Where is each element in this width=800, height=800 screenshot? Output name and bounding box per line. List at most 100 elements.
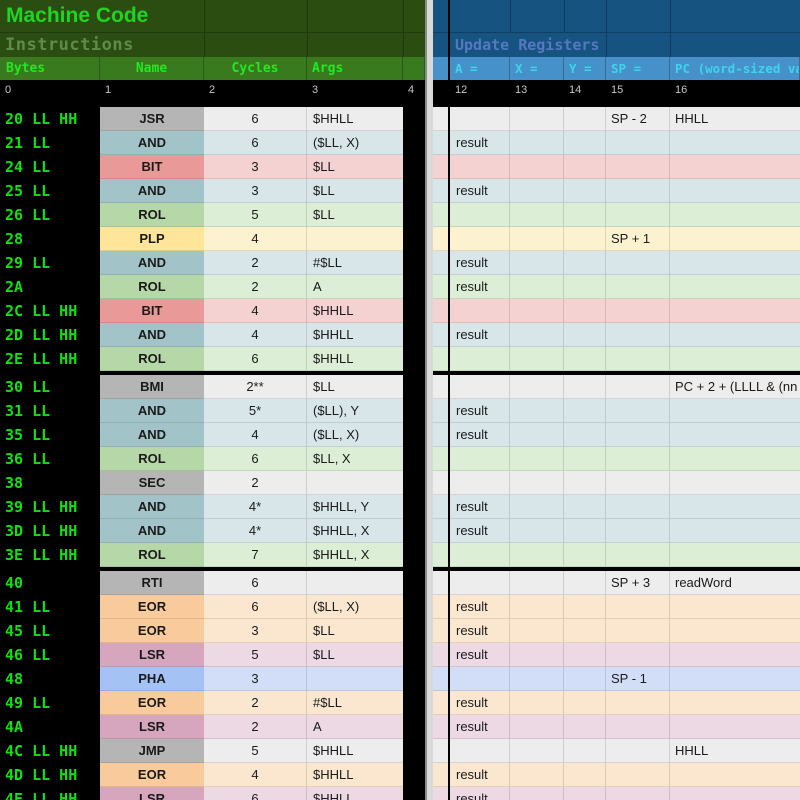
name-cell[interactable]: BIT	[100, 155, 204, 179]
x-register-cell[interactable]	[510, 739, 564, 763]
sp-register-cell[interactable]	[606, 763, 670, 787]
y-register-cell[interactable]	[564, 347, 606, 371]
a-register-cell[interactable]: result	[450, 619, 510, 643]
name-cell[interactable]: JSR	[100, 107, 204, 131]
y-register-cell[interactable]	[564, 399, 606, 423]
cycles-cell[interactable]: 6	[204, 131, 307, 155]
bytes-cell[interactable]: 26 LL	[0, 203, 100, 227]
args-cell[interactable]: ($LL, X)	[307, 595, 403, 619]
column-number[interactable]: 12	[455, 84, 468, 96]
y-register-cell[interactable]	[564, 423, 606, 447]
sp-register-cell[interactable]	[606, 739, 670, 763]
y-register-cell[interactable]	[564, 787, 606, 800]
y-register-cell[interactable]	[564, 323, 606, 347]
name-cell[interactable]: JMP	[100, 739, 204, 763]
bytes-cell[interactable]: 28	[0, 227, 100, 251]
a-register-cell[interactable]	[450, 543, 510, 567]
x-register-cell[interactable]	[510, 471, 564, 495]
args-cell[interactable]: $HHLL, X	[307, 543, 403, 567]
args-cell[interactable]: $LL	[307, 619, 403, 643]
x-register-cell[interactable]	[510, 299, 564, 323]
bytes-cell[interactable]: 35 LL	[0, 423, 100, 447]
a-register-cell[interactable]: result	[450, 519, 510, 543]
cycles-cell[interactable]: 3	[204, 155, 307, 179]
args-cell[interactable]: $HHLL	[307, 787, 403, 800]
y-register-cell[interactable]	[564, 715, 606, 739]
cycles-cell[interactable]: 6	[204, 595, 307, 619]
x-register-cell[interactable]	[510, 667, 564, 691]
a-register-cell[interactable]	[450, 667, 510, 691]
x-register-cell[interactable]	[510, 323, 564, 347]
args-cell[interactable]: A	[307, 275, 403, 299]
x-register-cell[interactable]	[510, 179, 564, 203]
pc-register-cell[interactable]	[670, 131, 800, 155]
pc-register-cell[interactable]	[670, 763, 800, 787]
bytes-cell[interactable]: 3E LL HH	[0, 543, 100, 567]
pc-register-cell[interactable]	[670, 691, 800, 715]
pc-register-cell[interactable]	[670, 275, 800, 299]
column-number[interactable]: 0	[5, 84, 12, 96]
name-cell[interactable]: AND	[100, 519, 204, 543]
x-register-cell[interactable]	[510, 763, 564, 787]
name-cell[interactable]: RTI	[100, 571, 204, 595]
sp-register-cell[interactable]	[606, 399, 670, 423]
pc-register-cell[interactable]	[670, 347, 800, 371]
args-cell[interactable]: ($LL), Y	[307, 399, 403, 423]
y-register-cell[interactable]	[564, 447, 606, 471]
column-number[interactable]: 13	[515, 84, 528, 96]
cycles-cell[interactable]: 2**	[204, 375, 307, 399]
args-cell[interactable]	[307, 571, 403, 595]
x-register-cell[interactable]	[510, 227, 564, 251]
name-cell[interactable]: BMI	[100, 375, 204, 399]
sp-register-cell[interactable]	[606, 519, 670, 543]
pc-register-cell[interactable]: PC + 2 + (LLLL & (nn	[670, 375, 800, 399]
pane-divider[interactable]	[425, 0, 433, 800]
args-cell[interactable]: $LL	[307, 203, 403, 227]
bytes-cell[interactable]: 36 LL	[0, 447, 100, 471]
sp-register-cell[interactable]	[606, 347, 670, 371]
x-register-cell[interactable]	[510, 447, 564, 471]
cycles-cell[interactable]: 4	[204, 227, 307, 251]
cycles-cell[interactable]: 7	[204, 543, 307, 567]
y-register-cell[interactable]	[564, 571, 606, 595]
cycles-cell[interactable]: 4	[204, 299, 307, 323]
bytes-cell[interactable]: 20 LL HH	[0, 107, 100, 131]
sp-register-cell[interactable]	[606, 179, 670, 203]
x-register-cell[interactable]	[510, 399, 564, 423]
pc-register-cell[interactable]	[670, 227, 800, 251]
a-register-cell[interactable]: result	[450, 787, 510, 800]
y-register-cell[interactable]	[564, 275, 606, 299]
sp-register-cell[interactable]	[606, 131, 670, 155]
y-register-cell[interactable]	[564, 203, 606, 227]
cycles-cell[interactable]: 6	[204, 347, 307, 371]
name-cell[interactable]: AND	[100, 495, 204, 519]
pc-register-cell[interactable]	[670, 399, 800, 423]
x-register-cell[interactable]	[510, 251, 564, 275]
y-register-cell[interactable]	[564, 471, 606, 495]
cycles-cell[interactable]: 3	[204, 667, 307, 691]
y-register-cell[interactable]	[564, 107, 606, 131]
bytes-cell[interactable]: 48	[0, 667, 100, 691]
name-cell[interactable]: AND	[100, 251, 204, 275]
cycles-cell[interactable]: 4	[204, 423, 307, 447]
bytes-cell[interactable]: 4A	[0, 715, 100, 739]
args-cell[interactable]: #$LL	[307, 251, 403, 275]
machine-code-title-band[interactable]: Machine Code	[0, 0, 425, 33]
cycles-cell[interactable]: 2	[204, 275, 307, 299]
name-cell[interactable]: BIT	[100, 299, 204, 323]
sp-register-cell[interactable]	[606, 323, 670, 347]
column-header-y[interactable]: Y =	[564, 57, 606, 80]
x-register-cell[interactable]	[510, 203, 564, 227]
sp-register-cell[interactable]	[606, 155, 670, 179]
x-register-cell[interactable]	[510, 347, 564, 371]
column-header-x[interactable]: X =	[510, 57, 564, 80]
a-register-cell[interactable]: result	[450, 423, 510, 447]
pc-register-cell[interactable]	[670, 299, 800, 323]
args-cell[interactable]: $LL	[307, 375, 403, 399]
column-number[interactable]: 3	[312, 84, 319, 96]
pc-register-cell[interactable]	[670, 155, 800, 179]
y-register-cell[interactable]	[564, 131, 606, 155]
y-register-cell[interactable]	[564, 667, 606, 691]
sp-register-cell[interactable]	[606, 495, 670, 519]
a-register-cell[interactable]: result	[450, 131, 510, 155]
